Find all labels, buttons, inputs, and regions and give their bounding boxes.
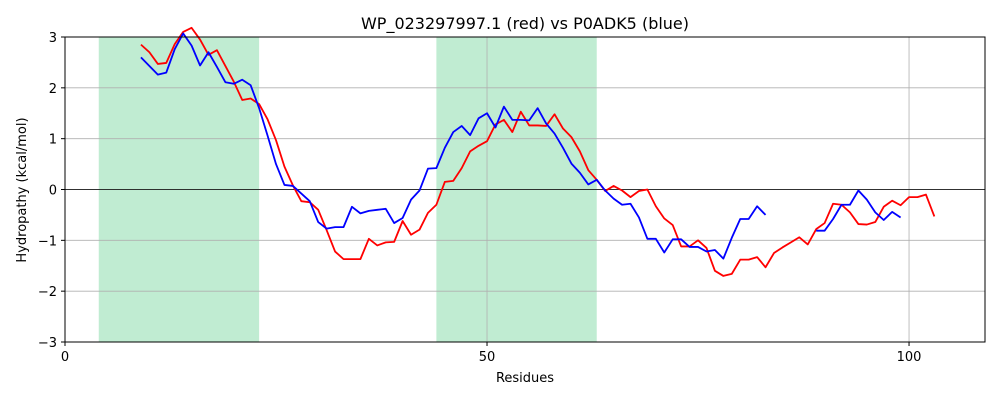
series-line	[140, 32, 767, 260]
series-line	[816, 189, 902, 232]
x-tick-label: 100	[897, 350, 922, 365]
y-tick-label: −3	[38, 336, 57, 351]
chart-title: WP_023297997.1 (red) vs P0ADK5 (blue)	[361, 14, 689, 34]
x-tick-label: 0	[61, 350, 69, 365]
y-tick-label: 1	[49, 133, 57, 148]
y-tick-label: 3	[49, 31, 57, 46]
axis-ticks: 0 50 100 −3 −2 −1 0 1 2 3	[38, 31, 922, 365]
x-tick-label: 50	[479, 350, 496, 365]
series-line	[140, 26, 936, 277]
y-tick-label: −2	[38, 285, 57, 300]
y-tick-label: 0	[49, 184, 57, 199]
y-tick-label: 2	[49, 82, 57, 97]
y-axis-label: Hydropathy (kcal/mol)	[15, 117, 30, 262]
x-axis-label: Residues	[496, 371, 554, 386]
y-tick-label: −1	[38, 234, 57, 249]
series-lines	[140, 26, 936, 277]
